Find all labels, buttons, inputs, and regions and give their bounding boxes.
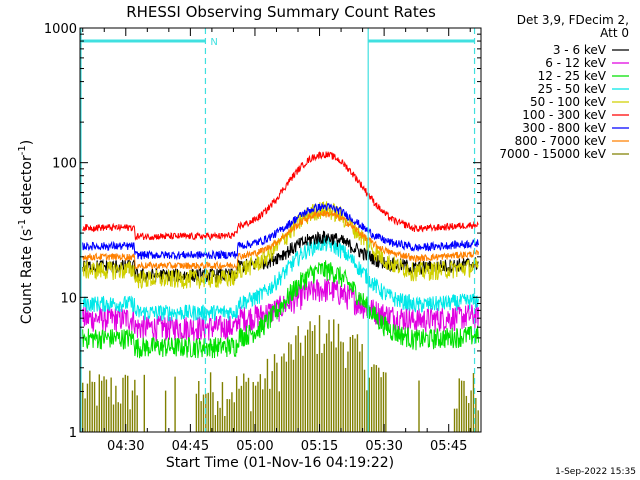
legend-header-line-1: Det 3,9, FDecim 2, [517,13,629,27]
legend-item-label: 50 - 100 keV [530,95,607,109]
series-7000-15000-kev [82,315,479,432]
series-6-12-kev [82,279,479,342]
legend-item-label: 300 - 800 keV [522,121,606,135]
y-tick-label: 100 [52,157,77,172]
series-12-25-kev [82,260,479,359]
y-tick-label: 1000 [44,22,77,37]
legend-item-label: 12 - 25 keV [538,69,607,83]
legend-item-label: 100 - 300 keV [522,108,606,122]
y-tick-label: 1 [69,426,77,441]
x-tick-label: 05:00 [236,439,273,454]
y-axis: 1 10 100 1000 [44,22,481,441]
night-markers: N [80,28,476,432]
legend-item-label: 25 - 50 keV [538,82,607,96]
y-tick-label: 10 [60,291,77,306]
x-axis-label: Start Time (01-Nov-16 04:19:22) [166,455,394,471]
timestamp: 1-Sep-2022 15:35 [555,467,636,477]
series-800-7000-kev [82,210,479,271]
legend-header-line-2: Att 0 [600,26,629,40]
x-tick-label: 04:45 [172,439,209,454]
x-tick-label: 05:45 [430,439,467,454]
night-label: N [210,37,217,48]
x-tick-label: 04:30 [107,439,144,454]
series-25-50-kev [82,235,479,322]
x-tick-label: 05:15 [301,439,338,454]
x-tick-label: 05:30 [365,439,402,454]
plot-frame [79,27,482,433]
plot-data-layer [82,151,479,432]
legend-item-label: 3 - 6 keV [553,43,607,57]
legend-item-label: 7000 - 15000 keV [499,147,606,161]
x-axis: 04:30 04:45 05:00 05:15 05:30 05:45 [82,28,471,454]
legend-item-label: 800 - 7000 keV [515,134,607,148]
chart-title: RHESSI Observing Summary Count Rates [126,3,436,21]
y-axis-label: Count Rate (s-1 detector-1) [17,140,35,324]
series-100-300-kev [82,151,479,241]
legend-item-label: 6 - 12 keV [545,56,607,70]
series-300-800-kev [82,202,479,261]
